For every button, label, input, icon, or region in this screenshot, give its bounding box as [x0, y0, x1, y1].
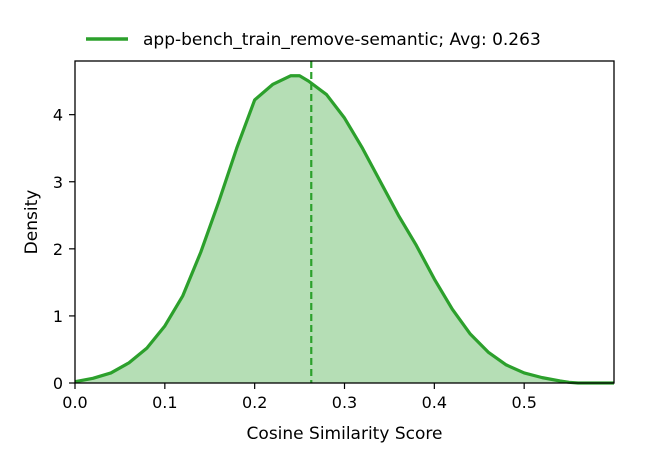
y-tick-label: 2	[53, 240, 63, 259]
x-tick-label: 0.3	[332, 393, 357, 412]
x-axis-ticks: 0.0 0.1 0.2 0.3 0.4 0.5	[62, 383, 537, 412]
density-line	[74, 74, 614, 385]
plot-area	[74, 61, 614, 385]
y-tick-label: 3	[53, 173, 63, 192]
x-tick-label: 0.5	[511, 393, 536, 412]
x-tick-label: 0.1	[152, 393, 177, 412]
legend-label: app-bench_train_remove-semantic; Avg: 0.…	[143, 30, 541, 50]
y-tick-label: 0	[53, 374, 63, 393]
legend: app-bench_train_remove-semantic; Avg: 0.…	[86, 30, 541, 50]
y-axis-label: Density	[22, 190, 42, 255]
y-tick-label: 1	[53, 307, 63, 326]
x-axis-label: Cosine Similarity Score	[247, 424, 443, 444]
density-area	[75, 75, 614, 383]
x-tick-label: 0.0	[62, 393, 87, 412]
x-tick-label: 0.4	[422, 393, 447, 412]
y-tick-label: 4	[53, 106, 63, 125]
x-tick-label: 0.2	[242, 393, 267, 412]
y-axis-ticks: 0 1 2 3 4	[53, 106, 75, 393]
